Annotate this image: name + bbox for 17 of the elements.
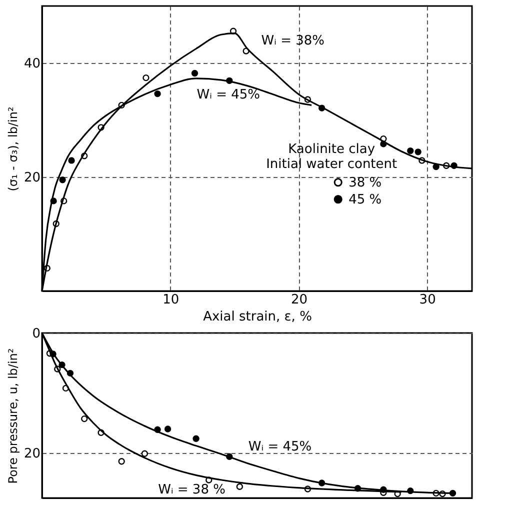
x-tick-label: 10	[162, 292, 180, 308]
annotation: Wᵢ = 45%	[196, 88, 260, 103]
x-tick-label: 20	[290, 292, 308, 308]
y-tick-label: 20	[24, 446, 40, 462]
annotation: Wᵢ = 38 %	[158, 482, 226, 498]
annotation: Wᵢ = 38%	[261, 34, 325, 48]
legend-label: 38 %	[348, 175, 382, 190]
x-tick-label: 30	[419, 292, 436, 308]
y-tick-label: 0	[32, 326, 40, 342]
y-axis-title: Pore pressure, u, lb/in²	[6, 348, 20, 484]
y-axis-title: (σ₁ - σ₃), lb/in²	[6, 106, 20, 192]
annotation: Wᵢ = 45%	[248, 439, 312, 454]
x-axis-title: Axial strain, ε, %	[203, 310, 312, 324]
y-tick-label: 20	[24, 170, 40, 186]
legend-title: Kaolinite clay Initial water content	[266, 142, 398, 172]
y-tick-label: 40	[24, 56, 40, 72]
legend-label: 45 %	[348, 192, 382, 208]
